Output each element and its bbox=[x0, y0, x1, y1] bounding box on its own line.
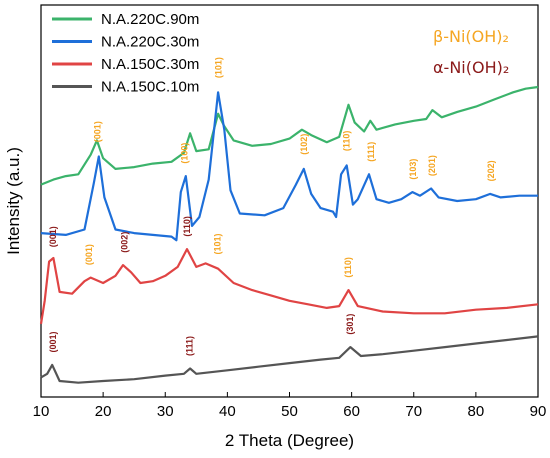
peak-label: (001) bbox=[48, 331, 58, 352]
y-axis-label: Intensity (a.u.) bbox=[4, 147, 23, 255]
peak-label: (111) bbox=[366, 142, 376, 162]
x-tick-label: 70 bbox=[405, 403, 422, 420]
peak-label: (103) bbox=[408, 159, 418, 180]
peak-label: (110) bbox=[342, 131, 352, 152]
phase-legend: β-Ni(OH)₂ α-Ni(OH)₂ bbox=[433, 27, 509, 77]
x-tick-label: 20 bbox=[95, 403, 112, 420]
series-line-1 bbox=[40, 85, 539, 186]
x-tick-label: 10 bbox=[33, 403, 50, 420]
peak-label: (201) bbox=[427, 155, 437, 176]
series-layer bbox=[39, 85, 539, 384]
x-tick-label: 60 bbox=[343, 403, 360, 420]
legend-label: N.A.150C.30m bbox=[101, 56, 199, 73]
legend: N.A.220C.90m N.A.220C.30m N.A.150C.30m N.A.… bbox=[52, 11, 199, 96]
series-line-4 bbox=[40, 335, 539, 384]
series-line-3 bbox=[39, 248, 539, 325]
peak-label: (301) bbox=[345, 314, 355, 335]
x-tick-label: 30 bbox=[157, 403, 174, 420]
x-tick-label: 90 bbox=[530, 403, 547, 420]
peak-label: (102) bbox=[299, 134, 309, 155]
x-tick-label: 80 bbox=[468, 403, 485, 420]
legend-label: N.A.220C.30m bbox=[101, 34, 199, 51]
peak-label: (001) bbox=[48, 226, 58, 247]
phase-legend-label: α-Ni(OH)₂ bbox=[433, 58, 509, 77]
legend-label: N.A.150C.10m bbox=[101, 79, 199, 96]
peak-label: (001) bbox=[93, 121, 103, 142]
peak-label: (002) bbox=[119, 232, 129, 253]
phase-legend-label: β-Ni(OH)₂ bbox=[433, 27, 509, 46]
x-axis-label: 2 Theta (Degree) bbox=[225, 431, 354, 450]
peak-label: (202) bbox=[486, 160, 496, 181]
annotation-layer: (001) (100) (101) (102) (110) (111) (103) (201)… bbox=[48, 57, 496, 356]
peak-label: (100) bbox=[179, 143, 189, 164]
peak-label: (111) bbox=[184, 336, 194, 356]
peak-label: (110) bbox=[343, 257, 353, 278]
peak-label: (110) bbox=[182, 216, 192, 237]
x-tick-label: 50 bbox=[281, 403, 298, 420]
x-axis-ticks: 10 20 30 40 50 60 70 80 90 bbox=[33, 392, 547, 420]
peak-label: (101) bbox=[214, 57, 224, 78]
legend-label: N.A.220C.90m bbox=[101, 11, 199, 28]
x-tick-label: 40 bbox=[219, 403, 236, 420]
series-line-2 bbox=[40, 91, 538, 242]
peak-label: (001) bbox=[84, 244, 94, 265]
peak-label: (101) bbox=[212, 233, 222, 254]
